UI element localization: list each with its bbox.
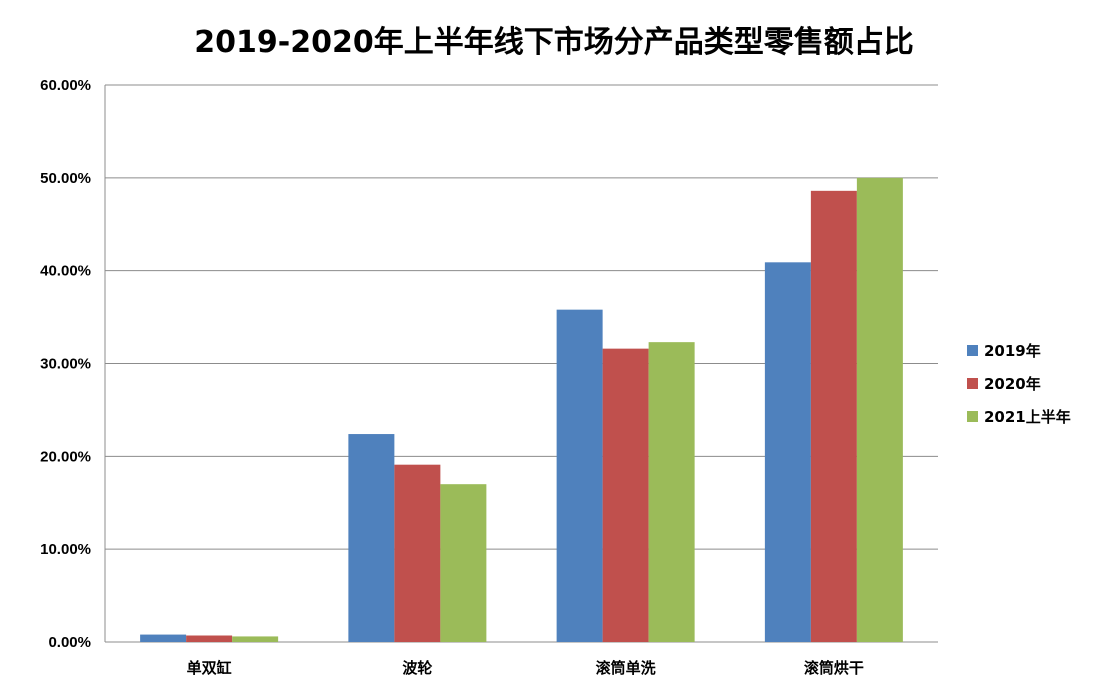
legend-swatch bbox=[967, 345, 978, 356]
legend-swatch bbox=[967, 411, 978, 422]
bar bbox=[186, 635, 233, 642]
y-tick-label: 20.00% bbox=[40, 448, 91, 465]
bar bbox=[232, 636, 279, 642]
y-tick-label: 10.00% bbox=[40, 541, 91, 558]
legend: 2019年 2020年 2021上半年 bbox=[967, 342, 1071, 426]
x-tick-label: 滚筒烘干 bbox=[804, 659, 864, 677]
x-axis-ticks: 单双缸 波轮 滚筒单洗 滚筒烘干 bbox=[187, 659, 864, 677]
legend-label: 2019年 bbox=[984, 342, 1041, 360]
x-tick-label: 单双缸 bbox=[187, 659, 232, 677]
bar bbox=[440, 484, 487, 642]
bar bbox=[856, 177, 903, 643]
legend-label: 2020年 bbox=[984, 375, 1041, 393]
bar bbox=[764, 262, 811, 642]
bar bbox=[394, 464, 441, 642]
y-tick-label: 60.00% bbox=[40, 77, 91, 94]
y-tick-label: 40.00% bbox=[40, 263, 91, 280]
x-tick-label: 滚筒单洗 bbox=[596, 659, 656, 677]
bars bbox=[140, 177, 903, 643]
y-tick-label: 50.00% bbox=[40, 170, 91, 187]
legend-label: 2021上半年 bbox=[984, 408, 1071, 426]
bar bbox=[602, 348, 649, 642]
legend-swatch bbox=[967, 378, 978, 389]
bar bbox=[348, 434, 395, 642]
bar bbox=[810, 190, 857, 642]
bar bbox=[140, 634, 187, 642]
y-axis-ticks: 0.00% 10.00% 20.00% 30.00% 40.00% 50.00% 60.00… bbox=[40, 77, 91, 651]
chart-title: 2019-2020年上半年线下市场分产品类型零售额占比 bbox=[194, 25, 913, 60]
bar bbox=[556, 309, 603, 642]
y-tick-label: 0.00% bbox=[48, 634, 91, 651]
y-tick-label: 30.00% bbox=[40, 356, 91, 373]
x-tick-label: 波轮 bbox=[402, 659, 432, 677]
bar bbox=[648, 342, 695, 642]
